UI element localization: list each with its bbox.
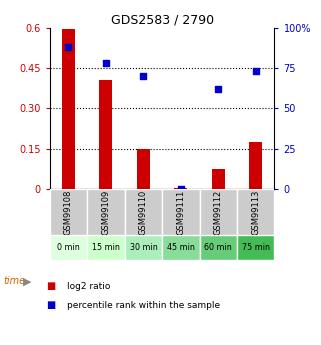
Bar	[174, 188, 187, 189]
Bar	[50, 189, 87, 235]
Text: ▶: ▶	[23, 276, 31, 286]
Bar	[200, 235, 237, 260]
Point	[253, 68, 258, 74]
Bar	[87, 189, 125, 235]
Text: GSM99110: GSM99110	[139, 189, 148, 235]
Bar	[137, 149, 150, 189]
Bar	[237, 235, 274, 260]
Text: GSM99111: GSM99111	[176, 189, 185, 235]
Bar	[125, 235, 162, 260]
Point	[178, 186, 183, 192]
Point	[103, 60, 108, 66]
Text: 0 min: 0 min	[57, 243, 80, 252]
Bar	[100, 80, 112, 189]
Text: 30 min: 30 min	[129, 243, 157, 252]
Bar	[125, 189, 162, 235]
Text: 75 min: 75 min	[242, 243, 270, 252]
Bar	[249, 142, 262, 189]
Title: GDS2583 / 2790: GDS2583 / 2790	[110, 13, 214, 27]
Text: ■: ■	[47, 300, 56, 310]
Bar	[212, 169, 225, 189]
Point	[66, 44, 71, 50]
Text: 15 min: 15 min	[92, 243, 120, 252]
Bar	[87, 235, 125, 260]
Text: log2 ratio: log2 ratio	[67, 282, 111, 291]
Text: 45 min: 45 min	[167, 243, 195, 252]
Text: GSM99109: GSM99109	[101, 189, 110, 235]
Bar	[200, 189, 237, 235]
Bar	[50, 235, 87, 260]
Text: 60 min: 60 min	[204, 243, 232, 252]
Bar	[162, 235, 200, 260]
Text: GSM99113: GSM99113	[251, 189, 260, 235]
Bar	[162, 189, 200, 235]
Bar	[62, 29, 75, 189]
Bar	[237, 189, 274, 235]
Point	[216, 86, 221, 92]
Text: percentile rank within the sample: percentile rank within the sample	[67, 301, 221, 310]
Text: time: time	[3, 276, 25, 286]
Text: GSM99112: GSM99112	[214, 189, 223, 235]
Text: ■: ■	[47, 282, 56, 291]
Text: GSM99108: GSM99108	[64, 189, 73, 235]
Point	[141, 73, 146, 79]
